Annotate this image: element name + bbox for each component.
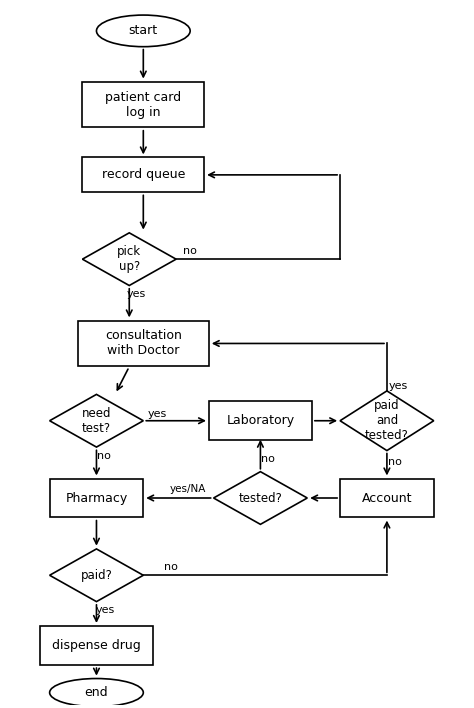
Text: no: no bbox=[388, 457, 402, 467]
Text: yes: yes bbox=[389, 381, 408, 391]
Text: end: end bbox=[85, 686, 108, 699]
Text: pick
up?: pick up? bbox=[117, 245, 141, 273]
Text: tested?: tested? bbox=[238, 491, 283, 505]
Text: paid?: paid? bbox=[81, 569, 112, 582]
Text: Pharmacy: Pharmacy bbox=[65, 491, 128, 505]
Text: Account: Account bbox=[362, 491, 412, 505]
Text: yes/NA: yes/NA bbox=[170, 484, 206, 494]
Text: patient card
log in: patient card log in bbox=[105, 91, 182, 119]
Text: yes: yes bbox=[95, 605, 115, 615]
Text: need
test?: need test? bbox=[82, 406, 111, 435]
Text: Laboratory: Laboratory bbox=[227, 414, 294, 427]
Text: consultation
with Doctor: consultation with Doctor bbox=[105, 329, 182, 358]
Text: start: start bbox=[129, 24, 158, 38]
Text: record queue: record queue bbox=[101, 169, 185, 181]
Text: dispense drug: dispense drug bbox=[52, 639, 141, 652]
Text: no: no bbox=[261, 454, 274, 464]
Text: paid
and
tested?: paid and tested? bbox=[365, 399, 409, 442]
Text: yes: yes bbox=[148, 409, 167, 418]
Text: yes: yes bbox=[127, 290, 146, 299]
Text: no: no bbox=[97, 451, 110, 461]
Text: no: no bbox=[183, 246, 197, 256]
Text: no: no bbox=[164, 562, 178, 572]
